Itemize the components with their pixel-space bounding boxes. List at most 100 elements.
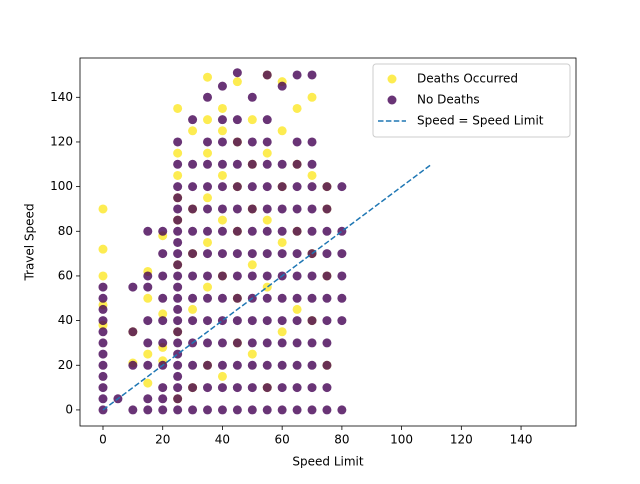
point: [173, 394, 183, 404]
point: [203, 115, 213, 125]
point: [143, 394, 153, 404]
y-tick-label: 100: [50, 179, 73, 193]
point: [232, 293, 242, 303]
point: [128, 327, 138, 337]
point: [128, 405, 138, 415]
y-tick-label: 60: [58, 268, 73, 282]
point: [128, 360, 138, 370]
plot-area: [98, 68, 432, 415]
point: [292, 271, 302, 281]
point: [143, 405, 153, 415]
point: [203, 137, 213, 147]
point: [217, 115, 227, 125]
point: [277, 249, 287, 259]
point: [173, 282, 183, 292]
point: [188, 226, 198, 236]
point: [232, 271, 242, 281]
point: [322, 383, 332, 393]
point: [247, 92, 257, 102]
point: [173, 360, 183, 370]
point: [203, 159, 213, 169]
point: [158, 316, 168, 326]
point: [217, 371, 227, 381]
point: [277, 237, 287, 247]
point: [217, 204, 227, 214]
point: [232, 249, 242, 259]
point: [322, 271, 332, 281]
point: [203, 92, 213, 102]
point: [337, 316, 347, 326]
point: [247, 316, 257, 326]
point: [158, 405, 168, 415]
point: [98, 271, 108, 281]
point: [307, 137, 317, 147]
point: [277, 405, 287, 415]
legend-label: Speed = Speed Limit: [417, 114, 544, 128]
point: [143, 271, 153, 281]
point: [232, 182, 242, 192]
point: [322, 338, 332, 348]
point: [262, 148, 272, 158]
point: [203, 237, 213, 247]
point: [247, 360, 257, 370]
point: [217, 215, 227, 225]
y-axis-label: Travel Speed: [23, 203, 37, 281]
point: [292, 70, 302, 80]
point: [322, 360, 332, 370]
point: [188, 115, 198, 125]
point: [217, 81, 227, 91]
point: [173, 148, 183, 158]
point: [232, 383, 242, 393]
point: [173, 159, 183, 169]
point: [203, 316, 213, 326]
point: [143, 316, 153, 326]
point: [173, 226, 183, 236]
point: [292, 360, 302, 370]
point: [98, 304, 108, 314]
point: [307, 360, 317, 370]
point: [203, 72, 213, 82]
y-tick-label: 140: [50, 90, 73, 104]
point: [217, 182, 227, 192]
point: [232, 68, 242, 78]
x-axis-label: Speed Limit: [292, 455, 363, 469]
point: [173, 293, 183, 303]
point: [217, 360, 227, 370]
point: [173, 338, 183, 348]
point: [262, 249, 272, 259]
point: [188, 316, 198, 326]
point: [128, 282, 138, 292]
point: [98, 360, 108, 370]
y-tick-label: 40: [58, 313, 73, 327]
legend-label: Deaths Occurred: [417, 72, 518, 86]
point: [247, 115, 257, 125]
point: [203, 148, 213, 158]
point: [247, 226, 257, 236]
point: [307, 70, 317, 80]
point: [292, 316, 302, 326]
point: [262, 383, 272, 393]
point: [247, 260, 257, 270]
x-tick-label: 0: [99, 433, 107, 447]
point: [188, 159, 198, 169]
point: [307, 204, 317, 214]
axes-frame: [79, 57, 577, 427]
point: [98, 349, 108, 359]
point: [292, 159, 302, 169]
point: [247, 159, 257, 169]
point: [337, 271, 347, 281]
point: [143, 226, 153, 236]
point: [322, 405, 332, 415]
point: [188, 249, 198, 259]
point: [217, 338, 227, 348]
point: [203, 182, 213, 192]
point: [158, 309, 168, 319]
point: [247, 249, 257, 259]
point: [307, 182, 317, 192]
point: [203, 383, 213, 393]
point: [247, 405, 257, 415]
point: [292, 204, 302, 214]
point: [173, 327, 183, 337]
point: [143, 282, 153, 292]
